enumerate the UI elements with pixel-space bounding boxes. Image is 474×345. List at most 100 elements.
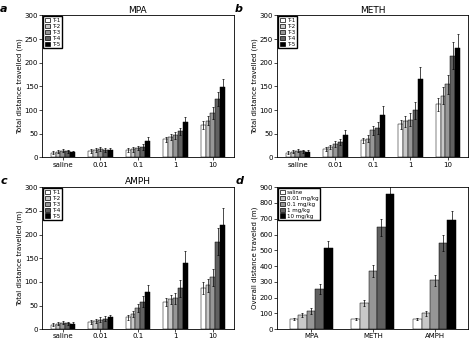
Bar — [421, 314, 430, 329]
Bar — [61, 323, 65, 329]
Bar — [343, 135, 347, 157]
Title: MPA: MPA — [128, 6, 147, 14]
Bar — [178, 288, 182, 329]
Bar — [323, 149, 328, 157]
Legend: T-1, T-2, T-3, T-4, T-5: T-1, T-2, T-3, T-4, T-5 — [44, 17, 62, 48]
Bar — [65, 323, 70, 329]
Legend: T-1, T-2, T-3, T-4, T-5: T-1, T-2, T-3, T-4, T-5 — [278, 17, 297, 48]
Bar — [210, 113, 215, 157]
Text: d: d — [235, 176, 243, 186]
Bar — [398, 124, 403, 157]
Bar — [413, 110, 418, 157]
Bar — [140, 147, 145, 157]
Bar — [300, 151, 305, 157]
Bar — [145, 292, 150, 329]
Bar — [215, 241, 220, 329]
Bar — [173, 135, 178, 157]
Bar — [55, 324, 61, 329]
Bar — [126, 150, 131, 157]
Bar — [360, 303, 368, 329]
Bar — [126, 317, 131, 329]
Bar — [446, 84, 450, 157]
Legend: T-1, T-2, T-3, T-4, T-5: T-1, T-2, T-3, T-4, T-5 — [44, 188, 62, 220]
Bar — [408, 120, 413, 157]
Bar — [51, 153, 55, 157]
Bar — [136, 308, 140, 329]
Bar — [70, 324, 75, 329]
Bar — [375, 128, 380, 157]
Bar — [178, 131, 182, 157]
Title: AMPH: AMPH — [125, 177, 151, 186]
Bar — [450, 56, 455, 157]
Bar — [361, 140, 365, 157]
Bar — [333, 144, 338, 157]
Bar — [103, 319, 108, 329]
Bar — [206, 285, 210, 329]
Bar — [447, 219, 456, 329]
Y-axis label: Total distance travelled (m): Total distance travelled (m) — [17, 39, 23, 134]
Bar — [163, 302, 168, 329]
Bar — [201, 288, 206, 329]
Bar — [163, 139, 168, 157]
Bar — [201, 125, 206, 157]
Bar — [316, 289, 324, 329]
Bar — [103, 150, 108, 157]
Bar — [286, 153, 291, 157]
Bar — [51, 325, 55, 329]
Bar — [88, 322, 93, 329]
Bar — [93, 321, 98, 329]
Bar — [93, 150, 98, 157]
Bar — [307, 311, 316, 329]
Y-axis label: Total distance travelled (m): Total distance travelled (m) — [252, 39, 258, 134]
Bar — [370, 130, 375, 157]
Bar — [430, 280, 439, 329]
Bar — [108, 150, 113, 157]
Bar — [210, 277, 215, 329]
Bar — [140, 302, 145, 329]
Bar — [455, 49, 460, 157]
Bar — [136, 148, 140, 157]
Text: c: c — [0, 176, 7, 186]
Bar — [418, 79, 422, 157]
Bar — [377, 227, 386, 329]
Bar — [220, 87, 225, 157]
Bar — [168, 299, 173, 329]
Bar — [440, 96, 446, 157]
Bar — [324, 248, 333, 329]
Bar — [168, 137, 173, 157]
Bar — [380, 115, 385, 157]
Bar — [131, 149, 136, 157]
Text: a: a — [0, 4, 8, 14]
Bar — [70, 152, 75, 157]
Bar — [295, 151, 300, 157]
Bar — [305, 152, 310, 157]
Bar — [328, 147, 333, 157]
Bar — [368, 271, 377, 329]
Bar — [182, 122, 188, 157]
Bar — [220, 225, 225, 329]
Y-axis label: Overall distance traveled (m): Overall distance traveled (m) — [252, 207, 258, 309]
Bar — [88, 151, 93, 157]
Bar — [98, 320, 103, 329]
Bar — [206, 120, 210, 157]
Bar — [291, 152, 295, 157]
Bar — [386, 194, 394, 329]
Bar — [108, 317, 113, 329]
Title: METH: METH — [360, 6, 385, 14]
Bar — [145, 141, 150, 157]
Legend: saline, 0.01 mg/kg, 0.1 mg/kg, 1 mg/kg, 10 mg/kg: saline, 0.01 mg/kg, 0.1 mg/kg, 1 mg/kg, … — [278, 188, 320, 220]
Bar — [173, 298, 178, 329]
Bar — [403, 121, 408, 157]
Bar — [65, 151, 70, 157]
Bar — [290, 319, 298, 329]
Bar — [338, 142, 343, 157]
Bar — [98, 149, 103, 157]
Bar — [365, 139, 370, 157]
Bar — [61, 151, 65, 157]
Bar — [436, 105, 440, 157]
Bar — [215, 99, 220, 157]
Bar — [351, 319, 360, 329]
Text: b: b — [235, 4, 243, 14]
Bar — [55, 152, 61, 157]
Y-axis label: Total distance travelled (m): Total distance travelled (m) — [17, 210, 23, 306]
